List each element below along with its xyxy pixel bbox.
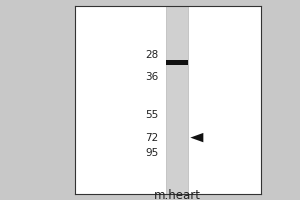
Text: m.heart: m.heart	[154, 189, 201, 200]
Bar	[166, 60, 188, 65]
Text: 36: 36	[146, 72, 159, 82]
Text: 72: 72	[146, 133, 159, 143]
Text: 95: 95	[146, 148, 159, 158]
Bar	[166, 6, 188, 194]
Text: 55: 55	[146, 110, 159, 120]
Polygon shape	[190, 133, 203, 142]
Text: 28: 28	[146, 50, 159, 60]
